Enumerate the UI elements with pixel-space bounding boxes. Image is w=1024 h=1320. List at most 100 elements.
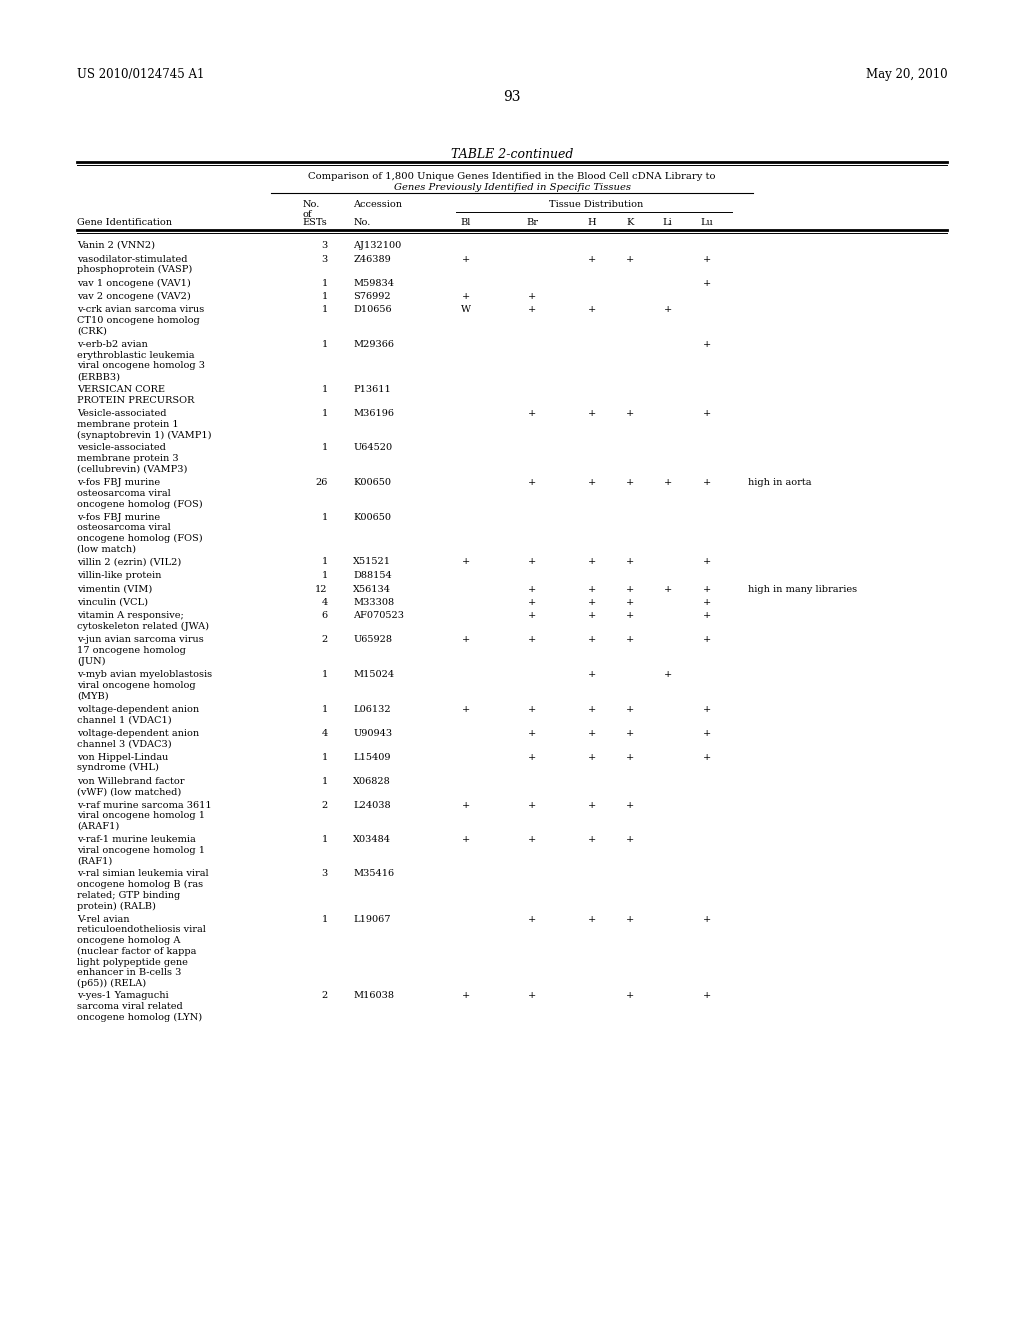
Text: v-myb avian myeloblastosis
viral oncogene homolog
(MYB): v-myb avian myeloblastosis viral oncogen… (77, 671, 212, 701)
Text: vitamin A responsive;
cytoskeleton related (JWA): vitamin A responsive; cytoskeleton relat… (77, 611, 209, 631)
Text: +: + (664, 671, 672, 678)
Text: vav 1 oncogene (VAV1): vav 1 oncogene (VAV1) (77, 279, 190, 288)
Text: +: + (626, 991, 634, 1001)
Text: +: + (528, 585, 537, 594)
Text: +: + (462, 557, 470, 566)
Text: +: + (588, 598, 596, 607)
Text: +: + (588, 671, 596, 678)
Text: +: + (702, 409, 711, 418)
Text: v-fos FBJ murine
osteosarcoma viral
oncogene homolog (FOS): v-fos FBJ murine osteosarcoma viral onco… (77, 478, 203, 508)
Text: 1: 1 (322, 836, 328, 843)
Text: K00650: K00650 (353, 512, 391, 521)
Text: +: + (528, 611, 537, 620)
Text: high in many libraries: high in many libraries (748, 585, 857, 594)
Text: K00650: K00650 (353, 478, 391, 487)
Text: M36196: M36196 (353, 409, 394, 418)
Text: +: + (528, 991, 537, 1001)
Text: +: + (588, 557, 596, 566)
Text: 1: 1 (322, 671, 328, 678)
Text: 6: 6 (322, 611, 328, 620)
Text: 4: 4 (322, 598, 328, 607)
Text: +: + (702, 729, 711, 738)
Text: Tissue Distribution: Tissue Distribution (549, 201, 644, 209)
Text: 1: 1 (322, 305, 328, 314)
Text: US 2010/0124745 A1: US 2010/0124745 A1 (77, 69, 204, 81)
Text: villin-like protein: villin-like protein (77, 572, 161, 579)
Text: X51521: X51521 (353, 557, 391, 566)
Text: D10656: D10656 (353, 305, 392, 314)
Text: 4: 4 (322, 729, 328, 738)
Text: L19067: L19067 (353, 915, 391, 924)
Text: D88154: D88154 (353, 572, 392, 579)
Text: H: H (588, 218, 596, 227)
Text: 26: 26 (315, 478, 328, 487)
Text: 2: 2 (322, 991, 328, 1001)
Text: +: + (528, 705, 537, 714)
Text: 1: 1 (322, 385, 328, 393)
Text: Lu: Lu (700, 218, 713, 227)
Text: Li: Li (663, 218, 673, 227)
Text: K: K (626, 218, 634, 227)
Text: 1: 1 (322, 512, 328, 521)
Text: +: + (626, 598, 634, 607)
Text: +: + (702, 635, 711, 644)
Text: P13611: P13611 (353, 385, 391, 393)
Text: +: + (528, 305, 537, 314)
Text: Gene Identification: Gene Identification (77, 218, 172, 227)
Text: 1: 1 (322, 705, 328, 714)
Text: S76992: S76992 (353, 292, 391, 301)
Text: U64520: U64520 (353, 444, 392, 453)
Text: +: + (664, 305, 672, 314)
Text: Vesicle-associated
membrane protein 1
(synaptobrevin 1) (VAMP1): Vesicle-associated membrane protein 1 (s… (77, 409, 211, 440)
Text: ESTs: ESTs (302, 218, 327, 227)
Text: +: + (664, 585, 672, 594)
Text: v-raf-1 murine leukemia
viral oncogene homolog 1
(RAF1): v-raf-1 murine leukemia viral oncogene h… (77, 836, 205, 866)
Text: +: + (588, 611, 596, 620)
Text: 1: 1 (322, 572, 328, 579)
Text: X06828: X06828 (353, 776, 391, 785)
Text: Bl: Bl (461, 218, 471, 227)
Text: M15024: M15024 (353, 671, 394, 678)
Text: 3: 3 (322, 870, 328, 879)
Text: No.: No. (302, 201, 319, 209)
Text: vav 2 oncogene (VAV2): vav 2 oncogene (VAV2) (77, 292, 190, 301)
Text: M29366: M29366 (353, 341, 394, 348)
Text: X03484: X03484 (353, 836, 391, 843)
Text: +: + (588, 478, 596, 487)
Text: Br: Br (526, 218, 539, 227)
Text: +: + (528, 409, 537, 418)
Text: +: + (462, 705, 470, 714)
Text: L06132: L06132 (353, 705, 391, 714)
Text: M16038: M16038 (353, 991, 394, 1001)
Text: 1: 1 (322, 444, 328, 453)
Text: +: + (702, 255, 711, 264)
Text: +: + (588, 705, 596, 714)
Text: +: + (588, 752, 596, 762)
Text: L24038: L24038 (353, 800, 391, 809)
Text: +: + (626, 705, 634, 714)
Text: Accession: Accession (353, 201, 402, 209)
Text: AF070523: AF070523 (353, 611, 404, 620)
Text: U65928: U65928 (353, 635, 392, 644)
Text: V-rel avian
reticuloendotheliosis viral
oncogene homolog A
(nuclear factor of ka: V-rel avian reticuloendotheliosis viral … (77, 915, 206, 989)
Text: 1: 1 (322, 776, 328, 785)
Text: Vanin 2 (VNN2): Vanin 2 (VNN2) (77, 242, 155, 249)
Text: 1: 1 (322, 409, 328, 418)
Text: +: + (702, 991, 711, 1001)
Text: X56134: X56134 (353, 585, 391, 594)
Text: v-fos FBJ murine
osteosarcoma viral
oncogene homolog (FOS)
(low match): v-fos FBJ murine osteosarcoma viral onco… (77, 512, 203, 554)
Text: +: + (588, 729, 596, 738)
Text: +: + (702, 611, 711, 620)
Text: +: + (528, 557, 537, 566)
Text: 1: 1 (322, 557, 328, 566)
Text: M33308: M33308 (353, 598, 394, 607)
Text: vimentin (VIM): vimentin (VIM) (77, 585, 152, 594)
Text: M59834: M59834 (353, 279, 394, 288)
Text: v-jun avian sarcoma virus
17 oncogene homolog
(JUN): v-jun avian sarcoma virus 17 oncogene ho… (77, 635, 204, 667)
Text: +: + (588, 255, 596, 264)
Text: +: + (702, 598, 711, 607)
Text: high in aorta: high in aorta (748, 478, 811, 487)
Text: +: + (588, 915, 596, 924)
Text: +: + (462, 800, 470, 809)
Text: +: + (528, 915, 537, 924)
